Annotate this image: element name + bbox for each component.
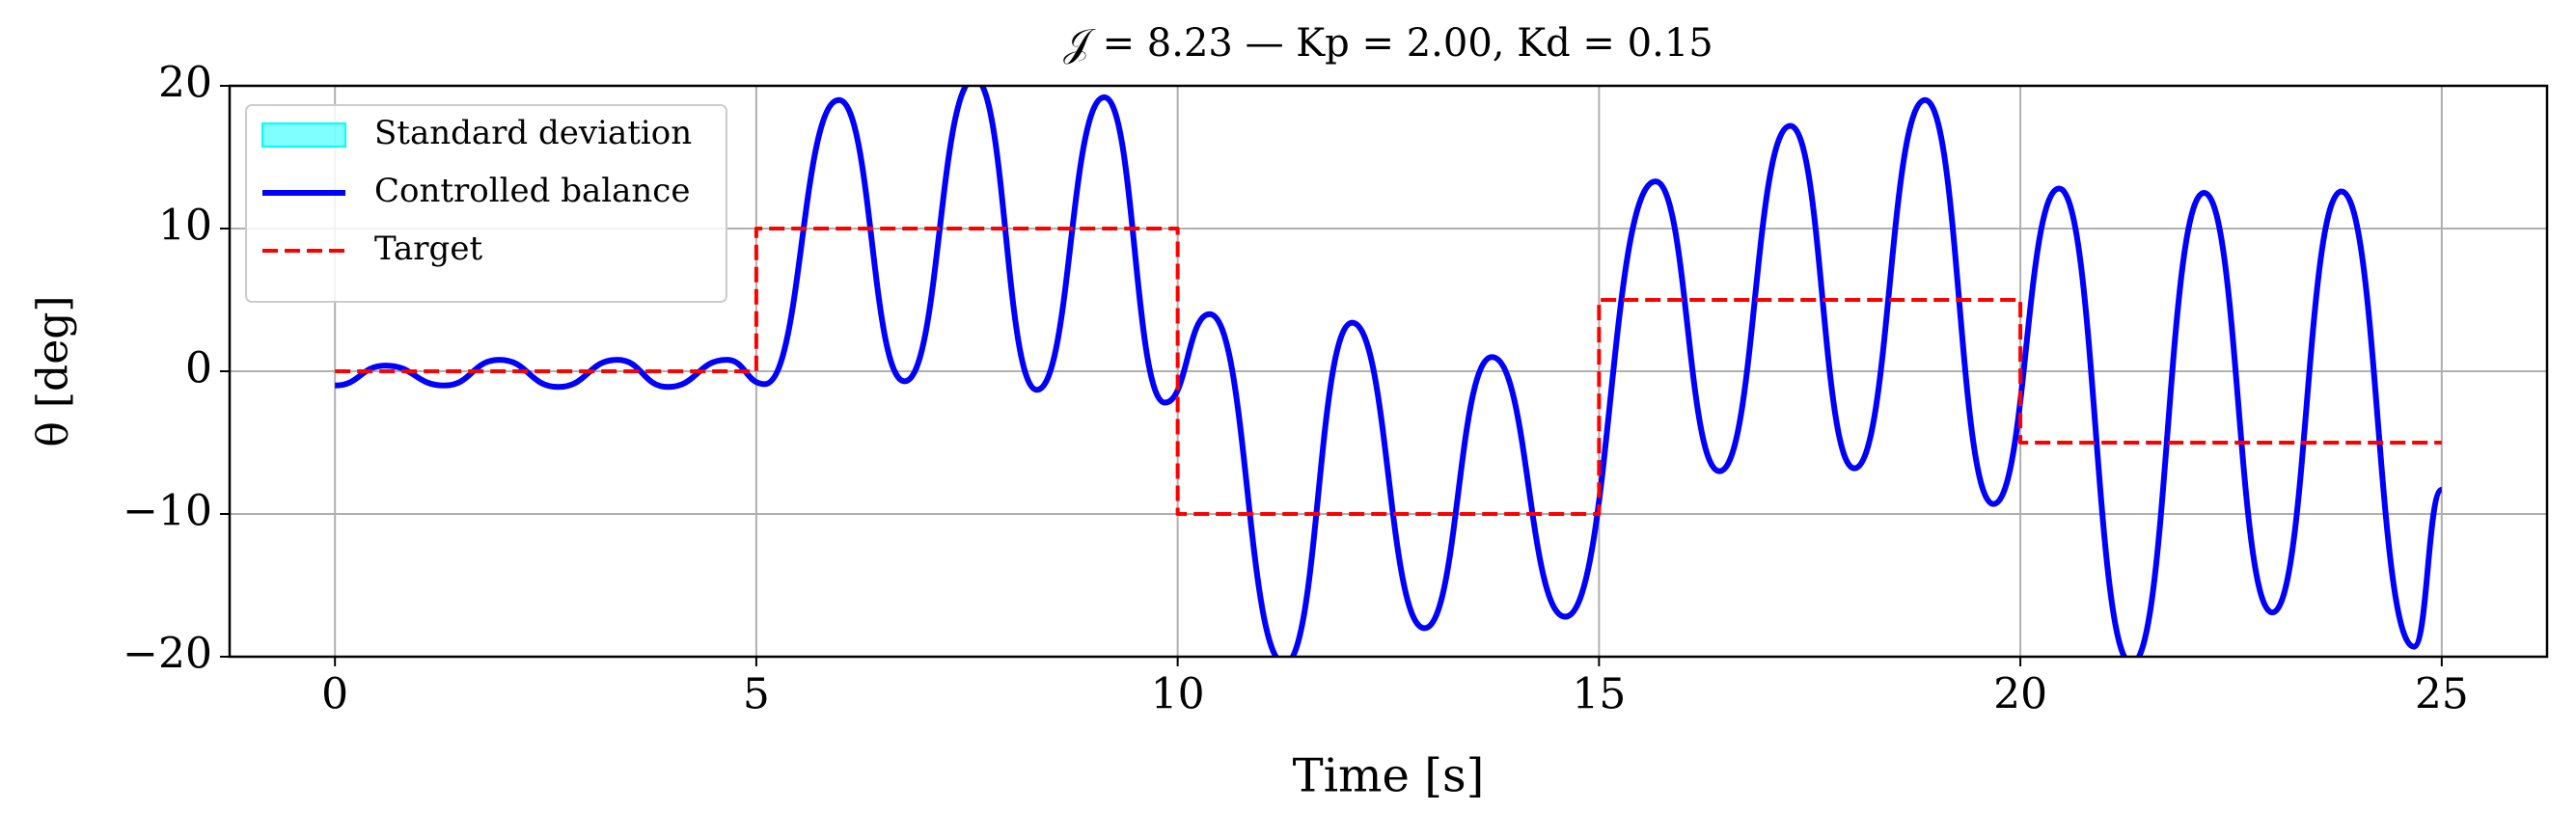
chart-title: 𝒥 = 8.23 — Kp = 2.00, Kd = 0.15 bbox=[1063, 21, 1713, 66]
y-axis-label: θ [deg] bbox=[29, 295, 78, 446]
legend-label: Controlled balance bbox=[374, 172, 690, 210]
series-line bbox=[335, 227, 2442, 516]
legend: Standard deviation Controlled balance Targ… bbox=[245, 104, 727, 303]
y-tick-label: 10 bbox=[158, 202, 212, 251]
legend-label: Target bbox=[374, 230, 482, 268]
y-tick-label: 0 bbox=[185, 344, 212, 393]
x-tick-label: 0 bbox=[321, 670, 348, 719]
y-tick-label: −10 bbox=[123, 487, 212, 536]
x-tick-label: 15 bbox=[1572, 670, 1626, 719]
y-tick-label: 20 bbox=[158, 59, 212, 108]
ticks: 0 5 10 15 20 25 −20 −10 0 10 20 bbox=[123, 59, 2469, 719]
x-tick-label: 10 bbox=[1151, 670, 1205, 719]
series-line bbox=[334, 86, 2445, 657]
plot-area bbox=[334, 86, 2445, 657]
legend-box bbox=[245, 104, 727, 303]
x-tick-label: 20 bbox=[1993, 670, 2047, 719]
y-tick-label: −20 bbox=[123, 630, 212, 679]
x-axis-label: Time [s] bbox=[1293, 749, 1485, 803]
x-tick-label: 25 bbox=[2415, 670, 2469, 719]
legend-label: Standard deviation bbox=[374, 114, 692, 152]
x-tick-label: 5 bbox=[743, 670, 770, 719]
legend-swatch bbox=[261, 122, 346, 148]
